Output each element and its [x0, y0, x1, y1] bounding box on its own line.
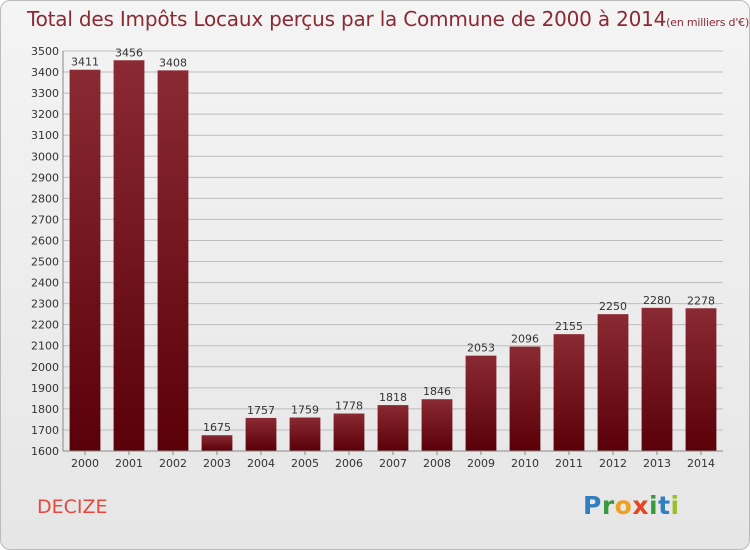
bar-2011	[553, 334, 585, 451]
y-tick-label: 3300	[31, 87, 59, 100]
x-tick-label: 2003	[203, 457, 231, 470]
y-tick-label: 2800	[31, 192, 59, 205]
data-label-2009: 2053	[467, 342, 495, 355]
y-tick-label: 2100	[31, 340, 59, 353]
logo-letter: o	[614, 491, 633, 520]
y-tick-label: 3500	[31, 45, 59, 58]
data-label-2012: 2250	[599, 300, 627, 313]
bar-2001	[113, 60, 145, 452]
x-tick-label: 2011	[555, 457, 583, 470]
chart-title: Total des Impôts Locaux perçus par la Co…	[27, 7, 749, 31]
x-tick-label: 2010	[511, 457, 539, 470]
data-label-2005: 1759	[291, 404, 319, 417]
x-tick-label: 2002	[159, 457, 187, 470]
x-tick-label: 2008	[423, 457, 451, 470]
y-tick-label: 2400	[31, 277, 59, 290]
data-label-2002: 3408	[159, 56, 187, 69]
x-tick-label: 2014	[687, 457, 715, 470]
bar-2002	[157, 70, 189, 452]
commune-name: DECIZE	[37, 496, 108, 518]
data-label-2000: 3411	[71, 56, 99, 69]
y-tick-label: 3200	[31, 108, 59, 121]
x-tick-label: 2012	[599, 457, 627, 470]
data-label-2010: 2096	[511, 333, 539, 346]
y-tick-label: 2600	[31, 234, 59, 247]
proxiti-logo: Proxiti	[583, 491, 680, 520]
y-tick-label: 1900	[31, 382, 59, 395]
bar-2012	[597, 314, 629, 451]
x-tick-label: 2001	[115, 457, 143, 470]
x-tick-label: 2004	[247, 457, 275, 470]
data-label-2008: 1846	[423, 385, 451, 398]
data-label-2001: 3456	[115, 46, 143, 59]
title-text: Total des Impôts Locaux perçus par la Co…	[27, 7, 667, 31]
y-tick-label: 2200	[31, 319, 59, 332]
x-tick-label: 2000	[71, 457, 99, 470]
data-label-2006: 1778	[335, 400, 363, 413]
y-tick-label: 1700	[31, 424, 59, 437]
bar-2000	[69, 69, 101, 451]
bar-2006	[333, 413, 365, 451]
data-label-2004: 1757	[247, 404, 275, 417]
logo-letter: t	[658, 491, 671, 520]
y-tick-label: 1600	[31, 445, 59, 458]
logo-letter: i	[649, 491, 659, 520]
bar-2005	[289, 417, 321, 451]
x-tick-label: 2009	[467, 457, 495, 470]
y-tick-label: 3100	[31, 129, 59, 142]
bar-2004	[245, 417, 277, 451]
x-tick-label: 2013	[643, 457, 671, 470]
bar-2010	[509, 346, 541, 451]
data-label-2003: 1675	[203, 421, 231, 434]
bar-2013	[641, 307, 673, 451]
logo-letter: P	[583, 491, 602, 520]
bar-2008	[421, 399, 453, 451]
data-label-2014: 2278	[687, 294, 715, 307]
y-tick-label: 1800	[31, 403, 59, 416]
logo-letter: x	[632, 491, 649, 520]
y-tick-label: 2000	[31, 361, 59, 374]
data-label-2007: 1818	[379, 391, 407, 404]
x-tick-label: 2006	[335, 457, 363, 470]
title-unit: (en milliers d'€)	[666, 16, 750, 29]
y-tick-label: 3400	[31, 66, 59, 79]
y-tick-label: 3000	[31, 150, 59, 163]
x-tick-label: 2007	[379, 457, 407, 470]
data-label-2011: 2155	[555, 320, 583, 333]
bar-2009	[465, 355, 497, 451]
y-tick-label: 2500	[31, 256, 59, 269]
bar-2014	[685, 308, 717, 451]
x-tick-label: 2005	[291, 457, 319, 470]
y-tick-label: 2900	[31, 171, 59, 184]
y-tick-label: 2300	[31, 298, 59, 311]
y-tick-label: 2700	[31, 213, 59, 226]
bar-2007	[377, 405, 409, 451]
logo-letter: i	[670, 491, 680, 520]
logo-letter: r	[601, 491, 615, 520]
data-label-2013: 2280	[643, 294, 671, 307]
bar-2003	[201, 435, 233, 451]
